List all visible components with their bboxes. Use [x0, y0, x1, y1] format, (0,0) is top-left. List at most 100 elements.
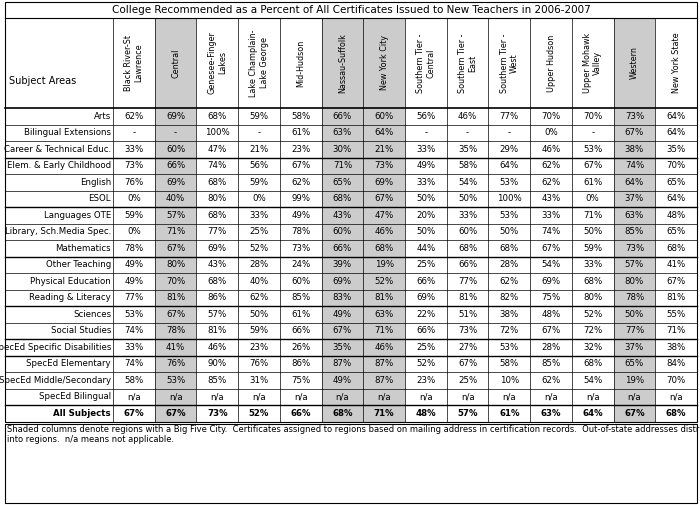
Text: 70%: 70% — [541, 112, 561, 121]
Text: 48%: 48% — [666, 211, 686, 220]
Text: 80%: 80% — [166, 260, 186, 269]
Text: Shaded columns denote regions with a Big Five City.  Certificates assigned to re: Shaded columns denote regions with a Big… — [7, 426, 700, 434]
Text: 50%: 50% — [458, 194, 477, 203]
Text: 73%: 73% — [458, 326, 477, 335]
Text: 23%: 23% — [249, 343, 269, 352]
Text: 33%: 33% — [124, 343, 144, 352]
Text: n/a: n/a — [544, 392, 558, 401]
Text: 81%: 81% — [208, 326, 227, 335]
Text: 43%: 43% — [332, 211, 352, 220]
Text: 58%: 58% — [124, 376, 144, 385]
Text: 64%: 64% — [500, 161, 519, 170]
Text: 46%: 46% — [458, 112, 477, 121]
Text: 25%: 25% — [416, 260, 435, 269]
Text: 65%: 65% — [332, 178, 352, 187]
Text: -: - — [466, 128, 469, 137]
Text: 64%: 64% — [666, 128, 686, 137]
Text: 73%: 73% — [291, 244, 310, 252]
Text: 25%: 25% — [416, 343, 435, 352]
Text: 66%: 66% — [416, 326, 435, 335]
Text: 87%: 87% — [374, 359, 394, 368]
Text: 77%: 77% — [458, 277, 477, 286]
Text: 49%: 49% — [125, 260, 144, 269]
Text: 68%: 68% — [500, 244, 519, 252]
Text: 68%: 68% — [208, 112, 227, 121]
Text: 73%: 73% — [625, 244, 644, 252]
Text: 40%: 40% — [166, 194, 186, 203]
Text: 67%: 67% — [123, 409, 144, 418]
Text: n/a: n/a — [252, 392, 266, 401]
Bar — [321, 18, 363, 422]
Text: 0%: 0% — [127, 227, 141, 236]
Text: 66%: 66% — [332, 244, 352, 252]
Text: 0%: 0% — [127, 194, 141, 203]
Text: 57%: 57% — [625, 260, 644, 269]
Text: 69%: 69% — [333, 277, 352, 286]
Text: 99%: 99% — [291, 194, 310, 203]
Text: 53%: 53% — [500, 178, 519, 187]
Text: New York City: New York City — [379, 35, 389, 90]
Text: 71%: 71% — [166, 227, 186, 236]
Text: Library, Sch.Media Spec.: Library, Sch.Media Spec. — [5, 227, 111, 236]
Text: 57%: 57% — [208, 310, 227, 319]
Text: 38%: 38% — [625, 145, 644, 154]
Text: 25%: 25% — [458, 376, 477, 385]
Text: 77%: 77% — [208, 227, 227, 236]
Text: 66%: 66% — [290, 409, 311, 418]
Text: 62%: 62% — [291, 178, 310, 187]
Text: 74%: 74% — [124, 359, 144, 368]
Text: 74%: 74% — [541, 227, 561, 236]
Text: 66%: 66% — [332, 112, 352, 121]
Text: Southern Tier -
East: Southern Tier - East — [458, 33, 477, 93]
Text: 65%: 65% — [666, 227, 686, 236]
Text: Nassau-Suffolk: Nassau-Suffolk — [338, 33, 347, 93]
Text: 10%: 10% — [500, 376, 519, 385]
Text: 21%: 21% — [374, 145, 394, 154]
Text: -: - — [592, 128, 594, 137]
Text: 49%: 49% — [333, 310, 352, 319]
Text: 75%: 75% — [541, 293, 561, 302]
Text: 56%: 56% — [249, 161, 269, 170]
Text: 67%: 67% — [166, 244, 186, 252]
Text: 69%: 69% — [541, 277, 561, 286]
Text: 69%: 69% — [208, 244, 227, 252]
Text: 72%: 72% — [500, 326, 519, 335]
Text: Genesee-Finger
Lakes: Genesee-Finger Lakes — [208, 31, 227, 94]
Text: n/a: n/a — [127, 392, 141, 401]
Text: 74%: 74% — [124, 326, 144, 335]
Text: 73%: 73% — [374, 161, 394, 170]
Text: n/a: n/a — [294, 392, 307, 401]
Text: 58%: 58% — [458, 161, 477, 170]
Text: 33%: 33% — [249, 211, 269, 220]
Text: 43%: 43% — [208, 260, 227, 269]
Text: 76%: 76% — [166, 359, 186, 368]
Text: 78%: 78% — [291, 227, 310, 236]
Text: 23%: 23% — [291, 145, 310, 154]
Text: 68%: 68% — [666, 244, 686, 252]
Text: 66%: 66% — [458, 260, 477, 269]
Text: College Recommended as a Percent of All Certificates Issued to New Teachers in 2: College Recommended as a Percent of All … — [111, 5, 590, 15]
Text: 76%: 76% — [249, 359, 269, 368]
Text: 73%: 73% — [124, 161, 144, 170]
Text: 49%: 49% — [291, 211, 310, 220]
Text: Mathematics: Mathematics — [55, 244, 111, 252]
Text: 73%: 73% — [625, 112, 644, 121]
Text: 56%: 56% — [416, 112, 435, 121]
Text: 85%: 85% — [291, 293, 310, 302]
Text: Sciences: Sciences — [73, 310, 111, 319]
Text: 70%: 70% — [583, 112, 602, 121]
Text: Reading & Literacy: Reading & Literacy — [29, 293, 111, 302]
Text: 28%: 28% — [249, 260, 269, 269]
Text: Southern Tier -
Central: Southern Tier - Central — [416, 33, 435, 93]
Text: 70%: 70% — [666, 161, 686, 170]
Text: 59%: 59% — [125, 211, 144, 220]
Text: 80%: 80% — [583, 293, 602, 302]
Text: 49%: 49% — [333, 376, 352, 385]
Text: n/a: n/a — [419, 392, 433, 401]
Text: 0%: 0% — [544, 128, 558, 137]
Text: 64%: 64% — [374, 128, 394, 137]
Text: 41%: 41% — [166, 343, 186, 352]
Text: Social Studies: Social Studies — [50, 326, 111, 335]
Text: -: - — [258, 128, 260, 137]
Text: 76%: 76% — [124, 178, 144, 187]
